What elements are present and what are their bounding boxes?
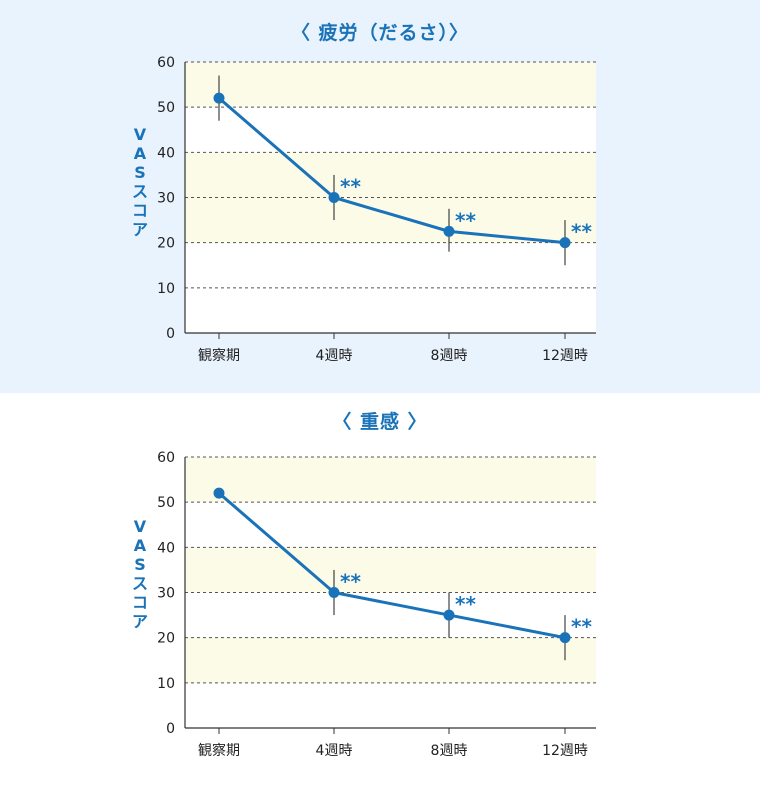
y-axis-label: V A S スコア [132, 125, 148, 239]
x-tick-label: 観察期 [198, 742, 240, 759]
data-point [559, 237, 571, 249]
y-tick-label: 0 [166, 721, 175, 737]
y-tick-label: 20 [157, 236, 175, 252]
y-tick-label: 30 [157, 191, 175, 207]
y-tick-label: 10 [157, 281, 175, 297]
shaded-band [185, 547, 596, 593]
y-tick-label: 0 [166, 326, 175, 342]
series-line [218, 96, 566, 245]
significance-marker: ** [340, 175, 361, 199]
shaded-band [185, 457, 596, 503]
y-tick-label: 40 [157, 145, 175, 161]
significance-marker: ** [571, 220, 592, 244]
chart-title-heaviness: 〈 重感 〉 [332, 411, 428, 433]
heaviness-chart-svg: 0 10 20 30 40 50 60 観察期 4週時 8週時 12週時 V A S スコア ** ** ** [132, 450, 596, 759]
chart-title-fatigue: 〈 疲労（だるさ）〉 [290, 22, 470, 44]
x-tick-label: 8週時 [431, 348, 468, 364]
x-tick-label: 12週時 [542, 743, 588, 759]
shaded-band [185, 637, 596, 683]
x-tick-label: 4週時 [316, 348, 353, 364]
heaviness-chart-panel: 〈 重感 〉 0 10 20 30 40 50 60 観察期 4週時 8週時 12週時 V A S スコア *… [0, 393, 760, 789]
significance-marker: ** [455, 592, 476, 616]
fatigue-chart-svg: 0 10 20 30 40 50 60 観察期 4週時 8週時 12週時 V A S スコア ** ** ** [132, 55, 596, 364]
shaded-band [185, 62, 596, 108]
data-point [559, 632, 571, 644]
y-tick-label: 40 [157, 540, 175, 556]
x-tick-label: 4週時 [316, 743, 353, 759]
data-point [328, 587, 340, 598]
significance-marker: ** [455, 208, 476, 232]
significance-marker: ** [571, 615, 592, 639]
data-point [443, 225, 455, 237]
y-axis-label: V A S スコア [132, 517, 148, 631]
y-tick-label: 60 [157, 55, 175, 71]
y-tick-label: 20 [157, 631, 175, 647]
data-point [443, 609, 455, 621]
y-tick-label: 60 [157, 450, 175, 466]
y-tick-label: 10 [157, 676, 175, 692]
x-tick-label: 12週時 [542, 348, 588, 364]
series-line [218, 491, 566, 640]
fatigue-chart-panel: 〈 疲労（だるさ）〉 0 10 20 30 40 50 60 観察期 4週時 8週時 12週時 V A S… [0, 0, 760, 393]
x-tick-label: 観察期 [198, 347, 240, 364]
data-point [213, 92, 225, 104]
significance-marker: ** [340, 570, 361, 594]
y-tick-label: 50 [157, 495, 175, 511]
data-point [213, 487, 225, 499]
data-point [328, 192, 340, 203]
y-tick-label: 30 [157, 586, 175, 602]
x-tick-label: 8週時 [431, 743, 468, 759]
y-tick-label: 50 [157, 100, 175, 116]
